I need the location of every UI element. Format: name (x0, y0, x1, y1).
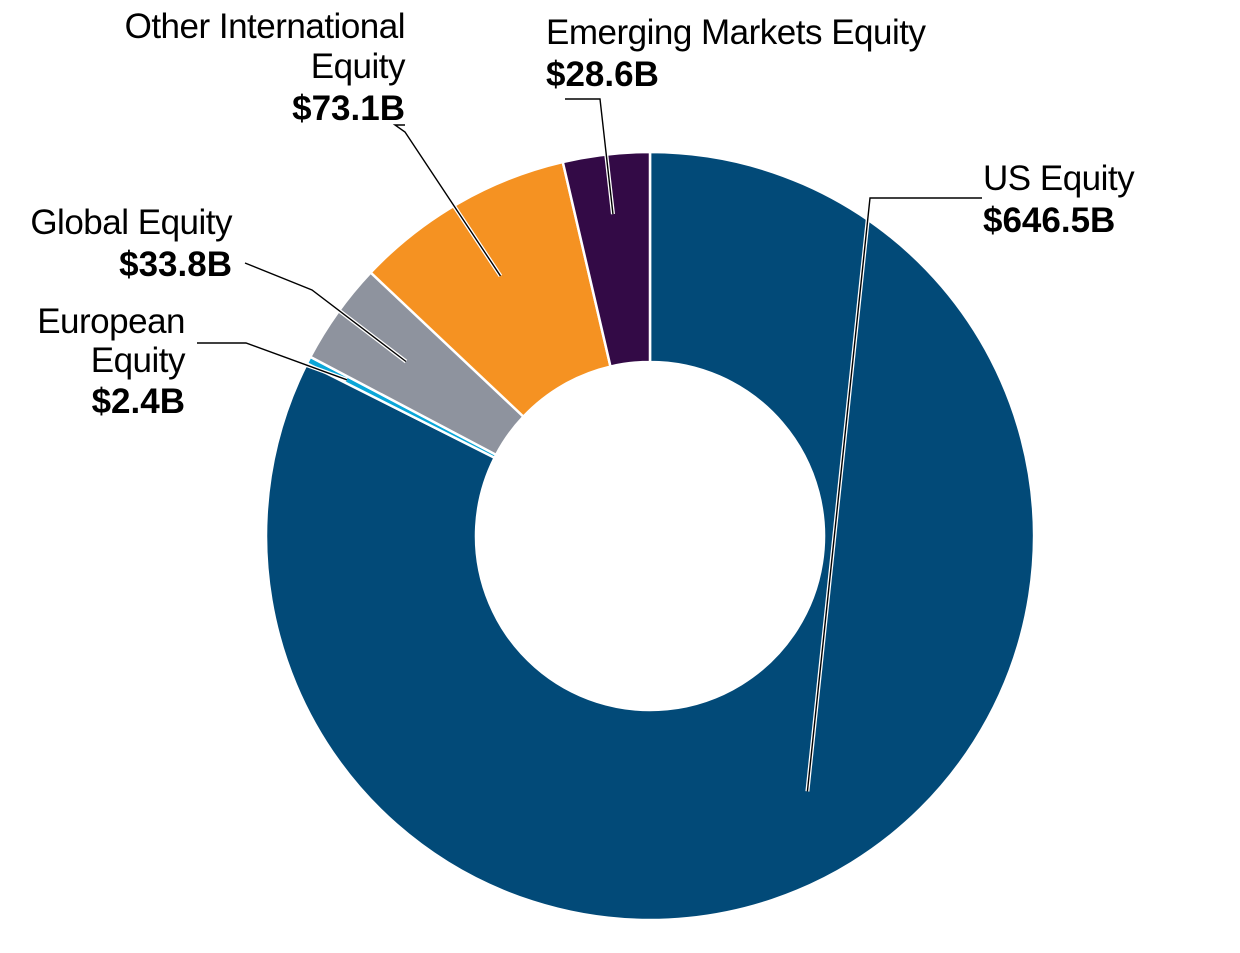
label-global-equity-name: Global Equity (30, 203, 233, 242)
label-us-equity-name: US Equity (983, 159, 1135, 198)
leader-line-us-equity (806, 197, 982, 792)
leader-line-other-international-equity (392, 124, 502, 277)
label-other-international-equity-name-line2: Equity (311, 47, 406, 86)
label-other-international-equity: Other International Equity $73.1B (125, 7, 407, 128)
label-european-equity-name-line2: Equity (91, 341, 186, 380)
leader-line-european-equity (197, 342, 348, 381)
leader-lines (197, 97, 982, 792)
label-emerging-markets-equity-value: $28.6B (546, 55, 659, 94)
label-global-equity: Global Equity $33.8B (30, 203, 233, 284)
leader-line-emerging-markets-equity (565, 98, 614, 215)
label-global-equity-value: $33.8B (119, 245, 232, 284)
label-other-international-equity-name-line1: Other International (125, 7, 405, 46)
label-emerging-markets-equity: Emerging Markets Equity $28.6B (546, 13, 927, 94)
slice-emerging-markets-equity (561, 150, 652, 368)
donut-slices (264, 150, 1036, 922)
label-european-equity-name-line1: European (37, 302, 185, 341)
leader-line-global-equity (244, 262, 407, 363)
label-european-equity: European Equity $2.4B (37, 302, 186, 421)
label-us-equity-value: $646.5B (983, 201, 1115, 240)
label-emerging-markets-equity-name: Emerging Markets Equity (546, 13, 926, 52)
label-other-international-equity-value: $73.1B (292, 89, 405, 128)
label-european-equity-value: $2.4B (92, 382, 185, 421)
slice-us-equity (264, 150, 1036, 922)
label-us-equity: US Equity $646.5B (983, 159, 1136, 240)
